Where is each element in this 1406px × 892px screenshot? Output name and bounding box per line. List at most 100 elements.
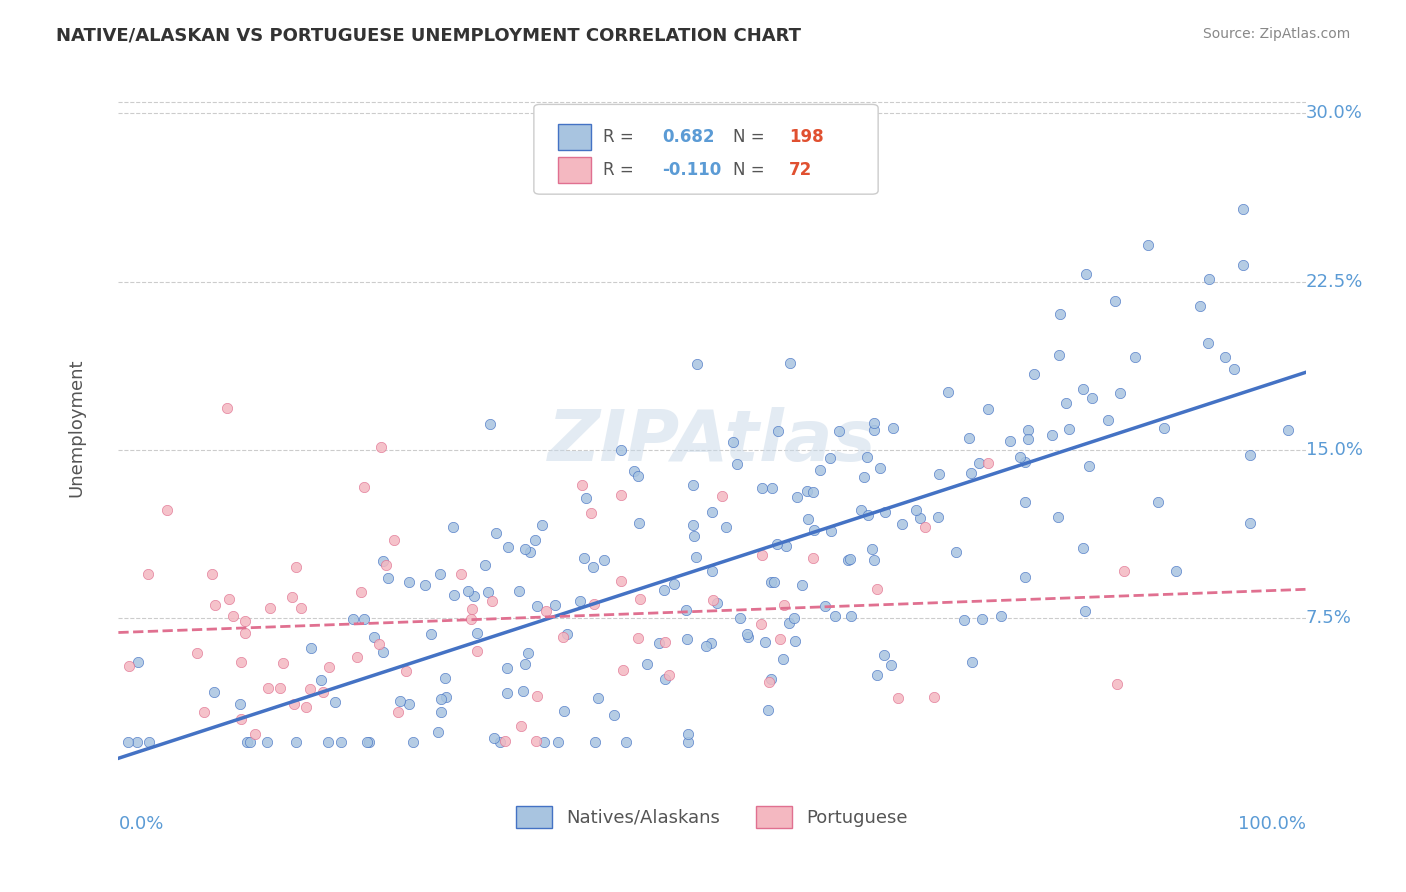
- Point: [357, 734, 380, 748]
- Point: [259, 601, 281, 615]
- Point: [575, 491, 598, 505]
- Point: [489, 734, 512, 748]
- Point: [1239, 448, 1261, 462]
- Point: [960, 655, 983, 669]
- Point: [654, 672, 676, 686]
- Point: [256, 734, 278, 748]
- Point: [818, 450, 841, 465]
- Point: [395, 665, 418, 679]
- Point: [654, 635, 676, 649]
- Point: [614, 734, 637, 748]
- Point: [485, 526, 508, 541]
- Point: [658, 668, 681, 682]
- Point: [970, 612, 993, 626]
- Point: [233, 625, 256, 640]
- Point: [990, 608, 1012, 623]
- Point: [299, 640, 322, 655]
- Point: [863, 553, 886, 567]
- Point: [457, 584, 479, 599]
- Point: [280, 591, 302, 605]
- Point: [419, 627, 441, 641]
- Point: [186, 647, 208, 661]
- Point: [571, 478, 593, 492]
- Point: [127, 734, 149, 748]
- Point: [495, 661, 517, 675]
- Point: [572, 551, 595, 566]
- Point: [415, 578, 437, 592]
- Point: [927, 510, 949, 524]
- Point: [430, 691, 453, 706]
- Point: [318, 660, 340, 674]
- Point: [482, 731, 505, 745]
- Point: [882, 421, 904, 435]
- Point: [766, 536, 789, 550]
- Point: [229, 655, 252, 669]
- Point: [299, 681, 322, 696]
- Point: [754, 635, 776, 649]
- Point: [311, 673, 333, 687]
- Point: [676, 632, 699, 647]
- Point: [803, 523, 825, 537]
- Point: [368, 637, 391, 651]
- Point: [513, 541, 536, 556]
- Point: [460, 602, 482, 616]
- Point: [790, 578, 813, 592]
- Text: 22.5%: 22.5%: [1306, 273, 1362, 291]
- Point: [609, 443, 631, 458]
- Point: [873, 648, 896, 663]
- Point: [1017, 432, 1039, 446]
- Point: [957, 431, 980, 445]
- Point: [1232, 202, 1254, 216]
- Point: [758, 675, 780, 690]
- Text: 0.0%: 0.0%: [118, 815, 163, 833]
- Point: [350, 585, 373, 599]
- Point: [443, 588, 465, 602]
- Point: [627, 516, 650, 530]
- Point: [627, 631, 650, 645]
- Point: [371, 645, 394, 659]
- Point: [686, 357, 709, 371]
- Point: [841, 608, 863, 623]
- Text: 30.0%: 30.0%: [1306, 104, 1362, 122]
- Point: [1239, 516, 1261, 531]
- Point: [725, 457, 748, 471]
- Text: NATIVE/ALASKAN VS PORTUGUESE UNEMPLOYMENT CORRELATION CHART: NATIVE/ALASKAN VS PORTUGUESE UNEMPLOYMEN…: [56, 27, 801, 45]
- Point: [398, 575, 420, 590]
- Point: [1040, 428, 1063, 442]
- Point: [1074, 267, 1097, 281]
- Point: [856, 450, 879, 465]
- Point: [801, 484, 824, 499]
- Point: [1147, 494, 1170, 508]
- Point: [117, 734, 139, 748]
- Point: [353, 480, 375, 494]
- Point: [936, 384, 959, 399]
- Point: [402, 734, 425, 748]
- Point: [193, 706, 215, 720]
- Text: ZIPAtlas: ZIPAtlas: [548, 408, 876, 476]
- Point: [685, 549, 707, 564]
- Point: [323, 695, 346, 709]
- Point: [702, 593, 724, 607]
- Point: [295, 700, 318, 714]
- Point: [363, 630, 385, 644]
- Point: [998, 434, 1021, 449]
- Point: [751, 481, 773, 495]
- Point: [1049, 348, 1071, 362]
- Point: [547, 734, 569, 748]
- Point: [779, 356, 801, 370]
- Point: [218, 592, 240, 607]
- Point: [1164, 565, 1187, 579]
- Point: [839, 551, 862, 566]
- Point: [1114, 564, 1136, 578]
- Point: [675, 603, 697, 617]
- Point: [928, 467, 950, 481]
- Point: [555, 626, 578, 640]
- Point: [1017, 423, 1039, 437]
- Point: [235, 734, 257, 748]
- Point: [586, 690, 609, 705]
- Point: [967, 456, 990, 470]
- Point: [749, 617, 772, 632]
- Point: [922, 690, 945, 704]
- Point: [945, 545, 967, 559]
- Point: [530, 518, 553, 533]
